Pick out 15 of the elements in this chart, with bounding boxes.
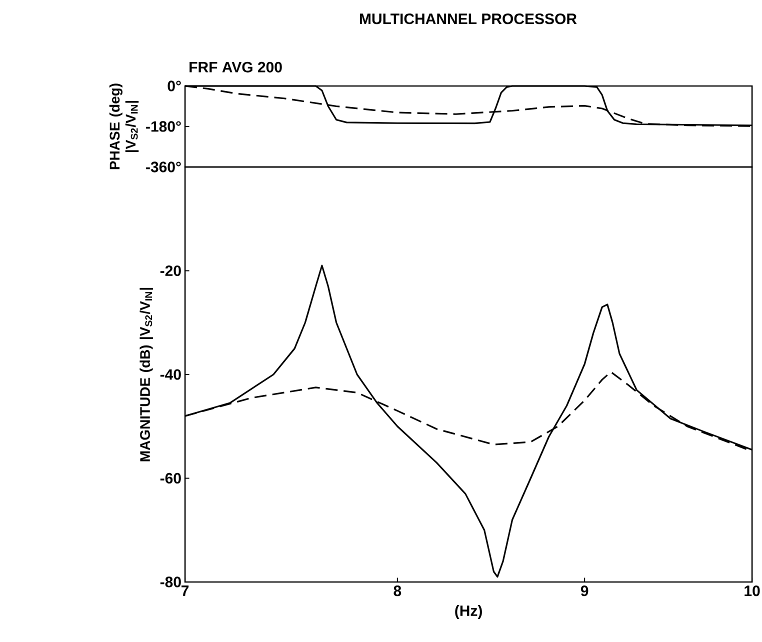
y-tick-label: -20 [160,265,181,276]
x-tick-label: 8 [394,586,402,596]
x-tick-label: 7 [182,586,189,596]
chart-subtitle: FRF AVG 200 [190,62,282,72]
y-tick-label: 0° [168,80,181,92]
chart-title: MULTICHANNEL PROCESSOR [360,14,577,24]
y-axis-title: MAGNITUDE (dB) |V$_{S2}$/V$_{IN}$| [140,288,153,462]
y-tick-label: -80 [160,576,181,588]
x-tick-label: 10 [744,586,760,596]
y-tick-label: -40 [160,369,181,380]
x-axis-title: (Hz) [455,605,482,619]
y-tick-label: -360° [146,162,181,172]
y-tick-label: -60 [160,472,181,484]
y-tick-label: -180° [146,121,181,132]
x-tick-label: 9 [580,586,588,596]
